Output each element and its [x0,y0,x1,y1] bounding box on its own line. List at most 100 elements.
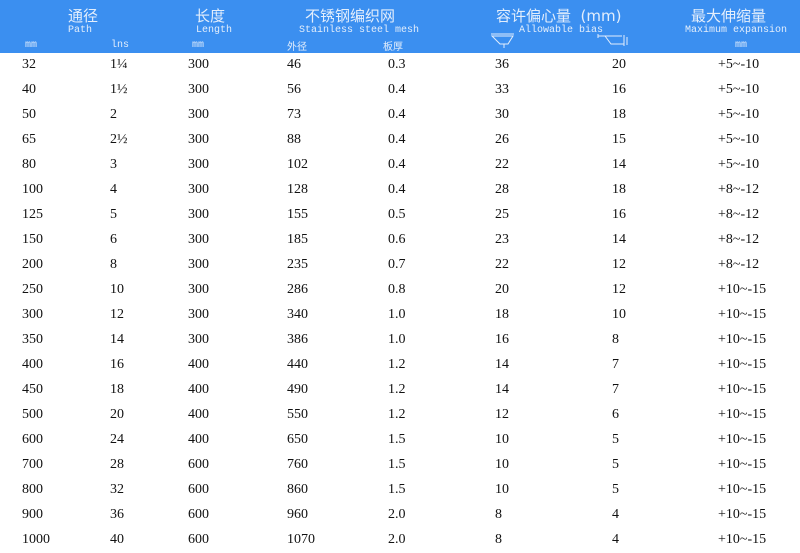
cell-max-expansion: +5~-10 [718,107,760,122]
cell-angular-bias: 14 [495,382,509,397]
length-en: Length [196,25,233,36]
cell-angular-bias: 28 [495,182,509,197]
cell-thickness: 0.3 [388,57,406,72]
table-row: 400 16 400 440 1.2 14 7 +10~-15 [0,353,800,378]
cell-thickness: 1.2 [388,382,406,397]
cell-path-mm: 200 [22,257,43,272]
cell-lateral-bias: 5 [612,457,619,472]
cell-length: 300 [188,182,209,197]
table-row: 250 10 300 286 0.8 20 12 +10~-15 [0,278,800,303]
cell-path-ins: 24 [110,432,124,447]
cell-path-ins: 5 [110,207,117,222]
path-mm: mm [25,40,38,51]
table-row: 800 32 600 860 1.5 10 5 +10~-15 [0,478,800,503]
cell-path-ins: 32 [110,482,124,497]
cell-outer-diameter: 235 [287,257,308,272]
cell-thickness: 1.0 [388,332,406,347]
cell-thickness: 0.7 [388,257,406,272]
cell-length: 300 [188,307,209,322]
cell-length: 300 [188,207,209,222]
cell-max-expansion: +10~-15 [718,307,767,322]
cell-path-ins: 1¼ [110,57,128,72]
cell-length: 600 [188,532,209,547]
cell-thickness: 0.4 [388,182,406,197]
cell-lateral-bias: 5 [612,432,619,447]
cell-outer-diameter: 128 [287,182,308,197]
length-mm: mm [192,40,205,51]
cell-length: 400 [188,382,209,397]
cell-outer-diameter: 386 [287,332,308,347]
cell-path-mm: 125 [22,207,43,222]
cell-angular-bias: 16 [495,332,509,347]
cell-thickness: 1.0 [388,307,406,322]
cell-length: 300 [188,282,209,297]
exp-mm: mm [735,40,748,51]
cell-lateral-bias: 10 [612,307,626,322]
cell-max-expansion: +10~-15 [718,332,767,347]
cell-max-expansion: +5~-10 [718,132,760,147]
cell-thickness: 0.4 [388,82,406,97]
cell-thickness: 2.0 [388,507,406,522]
cell-angular-bias: 10 [495,432,509,447]
cell-path-mm: 1000 [22,532,50,547]
cell-lateral-bias: 20 [612,57,626,72]
table-row: 150 6 300 185 0.6 23 14 +8~-12 [0,228,800,253]
cell-outer-diameter: 1070 [287,532,315,547]
mesh-en: Stainless steel mesh [299,25,420,36]
cell-path-mm: 400 [22,357,43,372]
table-row: 300 12 300 340 1.0 18 10 +10~-15 [0,303,800,328]
cell-max-expansion: +10~-15 [718,282,767,297]
cell-path-mm: 40 [22,82,36,97]
cell-path-mm: 50 [22,107,36,122]
cell-lateral-bias: 8 [612,332,619,347]
cell-thickness: 0.6 [388,232,406,247]
table-row: 32 1¼ 300 46 0.3 36 20 +5~-10 [0,53,800,78]
cell-length: 400 [188,432,209,447]
mesh-thick: 板厚 [383,42,403,53]
cell-lateral-bias: 12 [612,257,626,272]
cell-max-expansion: +10~-15 [718,357,767,372]
cell-path-ins: 8 [110,257,117,272]
cell-angular-bias: 23 [495,232,509,247]
path-cn: 通径 [68,7,99,25]
cell-path-ins: 40 [110,532,124,547]
path-ins: lns [111,40,130,51]
cell-max-expansion: +5~-10 [718,82,760,97]
cell-path-ins: 6 [110,232,117,247]
cell-angular-bias: 33 [495,82,509,97]
cell-path-mm: 600 [22,432,43,447]
cell-path-ins: 12 [110,307,124,322]
cell-outer-diameter: 185 [287,232,308,247]
cell-path-ins: 10 [110,282,124,297]
cell-thickness: 0.4 [388,132,406,147]
cell-length: 300 [188,132,209,147]
cell-lateral-bias: 4 [612,532,619,547]
table-row: 600 24 400 650 1.5 10 5 +10~-15 [0,428,800,453]
cell-path-mm: 450 [22,382,43,397]
cell-angular-bias: 10 [495,482,509,497]
cell-lateral-bias: 6 [612,407,619,422]
bias-cn: 容许偏心量 (mm) [496,7,622,25]
cell-outer-diameter: 56 [287,82,301,97]
cell-path-mm: 800 [22,482,43,497]
cell-lateral-bias: 4 [612,507,619,522]
cell-thickness: 1.2 [388,357,406,372]
cell-outer-diameter: 490 [287,382,308,397]
cell-path-mm: 100 [22,182,43,197]
cell-angular-bias: 30 [495,107,509,122]
cell-path-ins: 20 [110,407,124,422]
cell-lateral-bias: 15 [612,132,626,147]
cell-path-mm: 500 [22,407,43,422]
cell-angular-bias: 18 [495,307,509,322]
cell-path-ins: 18 [110,382,124,397]
cell-path-mm: 350 [22,332,43,347]
cell-max-expansion: +8~-12 [718,232,760,247]
cell-length: 600 [188,457,209,472]
cell-length: 400 [188,357,209,372]
cell-max-expansion: +5~-10 [718,57,760,72]
cell-path-mm: 65 [22,132,36,147]
cell-lateral-bias: 16 [612,82,626,97]
bias-en: Allowable bias [519,25,604,36]
cell-angular-bias: 22 [495,257,509,272]
cell-thickness: 1.5 [388,457,406,472]
